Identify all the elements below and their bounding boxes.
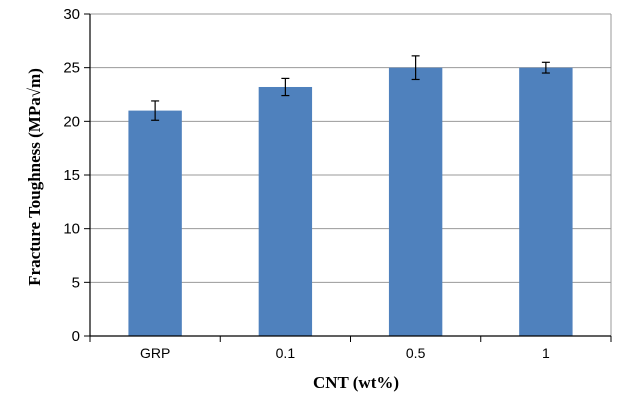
axes [84,13,612,342]
x-tick-label: 0.5 [406,345,426,361]
bar [388,67,443,337]
bar [128,110,182,336]
error-bars [151,55,550,121]
y-tick-label: 15 [63,167,80,184]
y-tick-label: 25 [63,60,80,77]
y-tick-label: 10 [63,221,80,238]
x-tick-label: GRP [140,345,170,361]
y-tick-label: 20 [63,113,80,130]
bar [519,67,573,337]
y-tick-label: 0 [72,328,80,345]
x-tick-label: 1 [542,345,550,361]
bar [258,86,313,336]
y-axis-title: Fracture Toughness (MPa√m) [25,68,44,286]
x-axis-title: CNT (wt%) [313,373,399,392]
bars [128,67,573,337]
y-tick-label: 5 [72,274,80,291]
x-tick-label: 0.1 [276,345,296,361]
x-tick-labels: GRP 0.1 0.5 1 [140,345,550,361]
y-tick-labels: 0 5 10 15 20 25 30 [63,6,80,345]
y-tick-label: 30 [63,6,80,23]
